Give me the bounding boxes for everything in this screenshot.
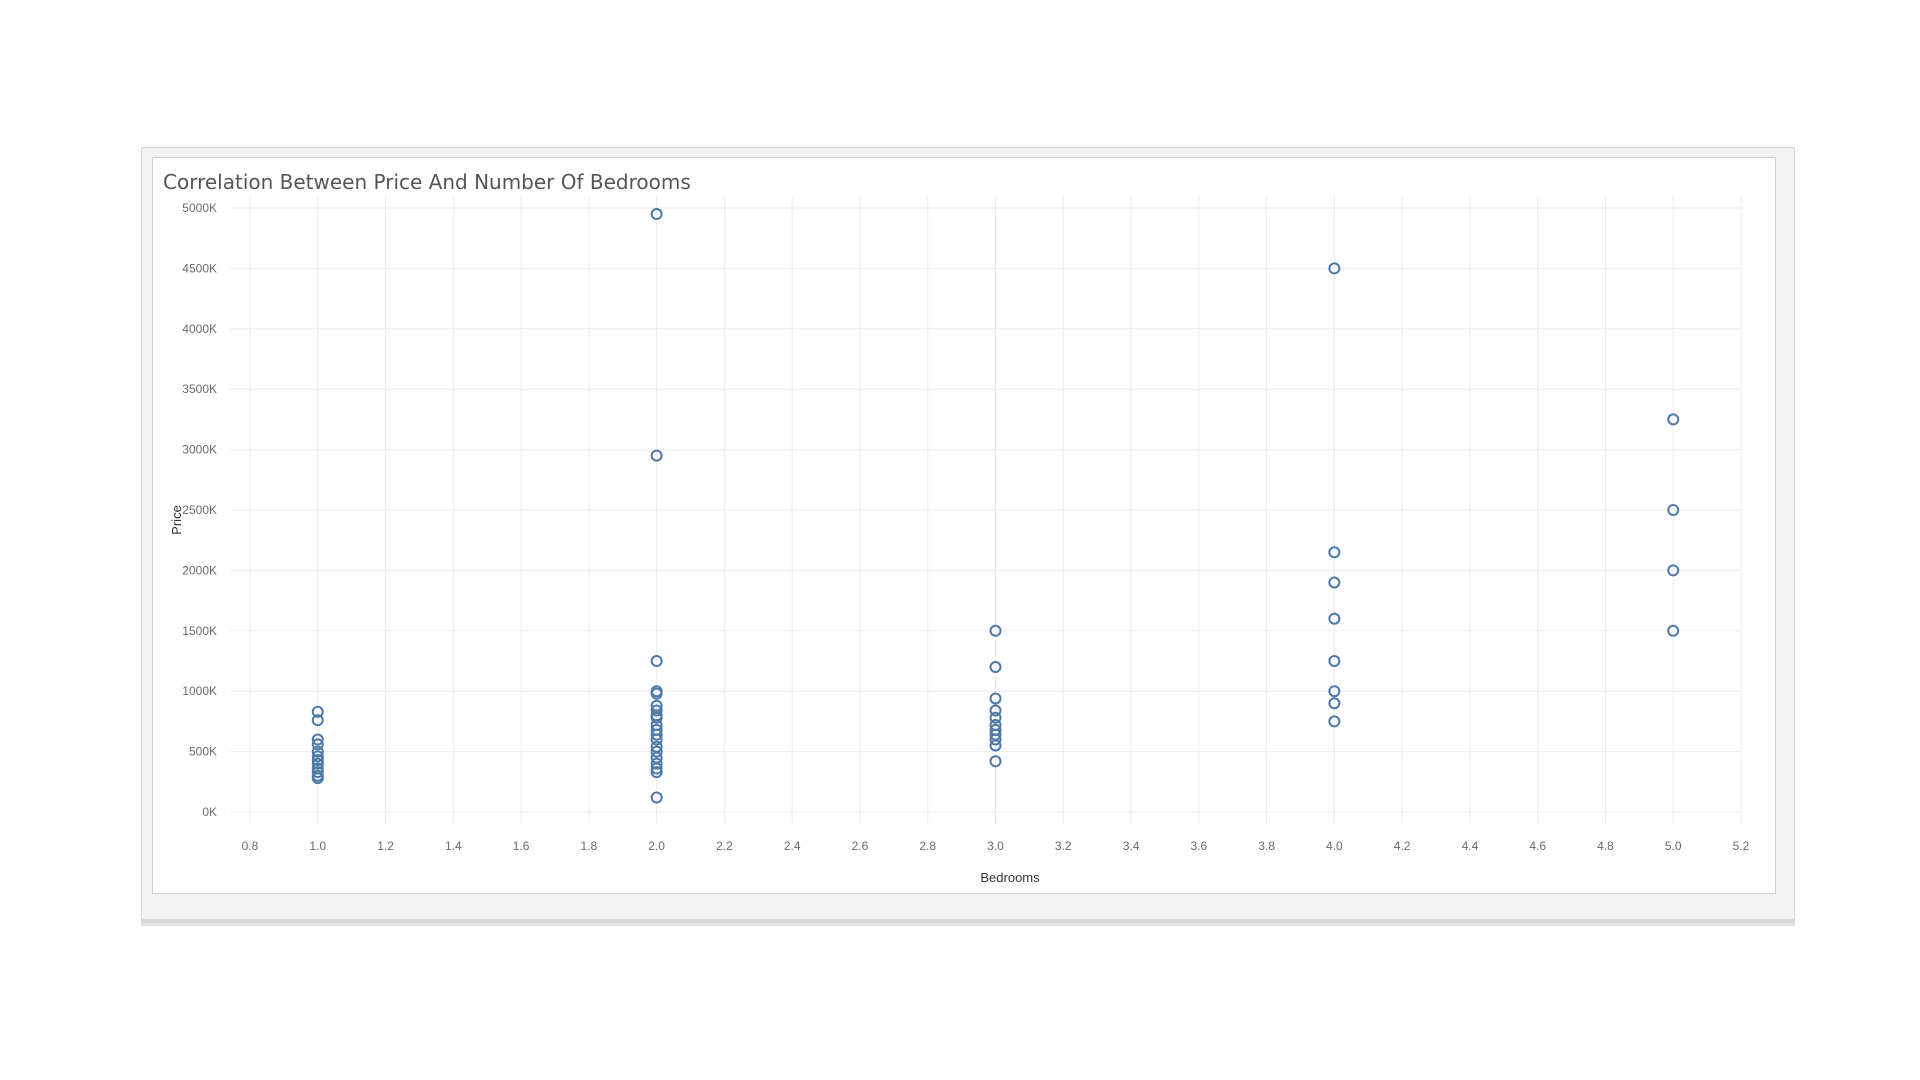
data-point[interactable] — [311, 769, 324, 782]
data-point[interactable] — [311, 750, 324, 763]
x-tick-label: 3.8 — [1258, 839, 1275, 853]
data-point[interactable] — [1667, 564, 1680, 577]
data-point[interactable] — [311, 766, 324, 779]
data-point[interactable] — [989, 692, 1002, 705]
x-tick-label: 4.2 — [1394, 839, 1411, 853]
y-tick-label: 1500K — [182, 624, 217, 638]
data-point[interactable] — [650, 723, 663, 736]
x-tick-label: 1.8 — [581, 839, 598, 853]
y-tick-label: 500K — [189, 745, 217, 759]
data-point[interactable] — [989, 723, 1002, 736]
x-tick-label: 4.8 — [1597, 839, 1614, 853]
x-tick-label: 4.0 — [1326, 839, 1343, 853]
data-point[interactable] — [989, 719, 1002, 732]
scatter-plot: 0K 500K 1000K 1500K 2000K 2500K 3000K 3500K 4000… — [169, 196, 1750, 885]
x-axis-label: Bedrooms — [980, 870, 1040, 885]
x-tick-label: 4.6 — [1529, 839, 1546, 853]
y-tick-label: 1000K — [182, 684, 217, 698]
y-tick-label: 4000K — [182, 322, 217, 336]
data-point[interactable] — [989, 755, 1002, 768]
chart-card: Correlation Between Price And Number Of … — [152, 157, 1776, 894]
x-tick-label: 0.8 — [242, 839, 259, 853]
x-tick-label: 2.2 — [716, 839, 733, 853]
data-point[interactable] — [1328, 262, 1341, 275]
data-point[interactable] — [311, 733, 324, 746]
data-point[interactable] — [650, 791, 663, 804]
data-point[interactable] — [311, 714, 324, 727]
x-tick-label: 5.2 — [1733, 839, 1750, 853]
x-tick-label: 3.4 — [1123, 839, 1140, 853]
data-point[interactable] — [650, 699, 663, 712]
data-point[interactable] — [650, 740, 663, 753]
y-tick-label: 0K — [202, 805, 217, 819]
data-point[interactable] — [1328, 576, 1341, 589]
y-axis-label: Price — [169, 505, 184, 535]
x-tick-label: 1.0 — [309, 839, 326, 853]
data-point[interactable] — [1667, 624, 1680, 637]
x-axis-ticks: 0.8 1.0 1.2 1.4 1.6 1.8 2.0 2.2 2.4 2.6 2.8 3.0 3.2 3… — [242, 839, 1750, 853]
data-point[interactable] — [311, 738, 324, 751]
grid-lines — [230, 196, 1742, 824]
data-point[interactable] — [311, 754, 324, 767]
x-tick-label: 3.0 — [987, 839, 1004, 853]
data-point[interactable] — [1328, 685, 1341, 698]
data-point[interactable] — [1328, 655, 1341, 667]
y-tick-label: 2000K — [182, 563, 217, 577]
data-point[interactable] — [650, 745, 663, 758]
data-point[interactable] — [650, 449, 663, 462]
data-point[interactable] — [650, 685, 663, 698]
x-tick-label: 2.6 — [852, 839, 869, 853]
data-point[interactable] — [650, 757, 663, 770]
data-point[interactable] — [989, 661, 1002, 674]
data-point[interactable] — [1328, 715, 1341, 728]
x-tick-label: 2.4 — [784, 839, 801, 853]
y-tick-label: 2500K — [182, 503, 217, 517]
x-tick-label: 1.4 — [445, 839, 462, 853]
data-point[interactable] — [1328, 546, 1341, 559]
data-point[interactable] — [1328, 697, 1341, 710]
data-point[interactable] — [1328, 612, 1341, 625]
y-tick-label: 5000K — [182, 201, 217, 215]
x-tick-label: 2.8 — [919, 839, 936, 853]
y-axis-ticks: 0K 500K 1000K 1500K 2000K 2500K 3000K 3500K 4000… — [182, 201, 217, 819]
x-tick-label: 1.6 — [513, 839, 530, 853]
x-tick-label: 5.0 — [1665, 839, 1682, 853]
x-tick-label: 2.0 — [648, 839, 665, 853]
y-tick-label: 4500K — [182, 261, 217, 275]
data-point[interactable] — [650, 766, 663, 779]
data-point[interactable] — [311, 705, 324, 718]
data-point[interactable] — [989, 624, 1002, 637]
data-point[interactable] — [650, 208, 663, 221]
y-tick-label: 3000K — [182, 443, 217, 457]
data-point[interactable] — [650, 704, 663, 717]
data-point[interactable] — [1667, 413, 1680, 426]
data-points — [311, 208, 1680, 804]
chart-title: Correlation Between Price And Number Of … — [163, 170, 691, 194]
x-tick-label: 1.2 — [377, 839, 394, 853]
x-tick-label: 3.6 — [1190, 839, 1207, 853]
data-point[interactable] — [989, 711, 1002, 724]
data-point[interactable] — [311, 757, 324, 770]
x-tick-label: 4.4 — [1462, 839, 1479, 853]
data-point[interactable] — [650, 655, 663, 667]
y-tick-label: 3500K — [182, 382, 217, 396]
data-point[interactable] — [1667, 504, 1680, 516]
data-point[interactable] — [311, 745, 324, 758]
x-tick-label: 3.2 — [1055, 839, 1072, 853]
data-point[interactable] — [311, 762, 324, 775]
data-point[interactable] — [989, 704, 1002, 717]
